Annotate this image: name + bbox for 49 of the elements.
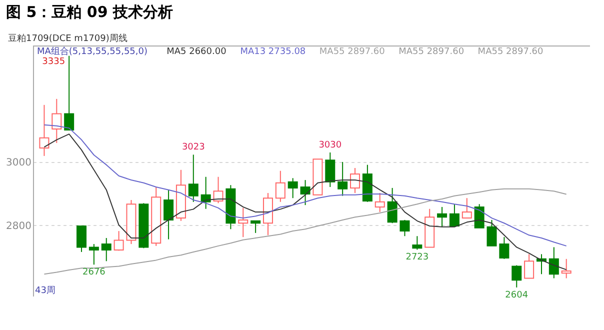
candlestick <box>374 192 385 213</box>
candlestick <box>300 180 310 206</box>
annotation: 3335 <box>42 56 66 67</box>
candlestick <box>449 204 460 228</box>
candlestick <box>548 246 559 279</box>
candlestick <box>387 187 398 224</box>
candlestick <box>275 170 286 202</box>
annotation: 2604 <box>505 290 528 300</box>
chart-subtitle: 豆粕1709(DCE m1709)周线 <box>8 33 128 44</box>
candlestick <box>338 161 348 196</box>
candlestick <box>39 104 50 156</box>
candlestick <box>499 236 510 260</box>
annotation: 2723 <box>406 252 429 263</box>
candlestick <box>486 219 497 246</box>
candlestick <box>164 189 174 240</box>
candlestick <box>437 206 448 228</box>
chart-title: 图 5：豆粕 09 技术分析 <box>6 3 173 21</box>
candlestick <box>238 207 248 238</box>
candlestick <box>412 236 422 250</box>
candlestick <box>88 244 99 266</box>
candlestick <box>325 152 336 188</box>
annotation: 2676 <box>82 268 106 278</box>
annotation: 3030 <box>318 140 342 150</box>
candlestick <box>64 55 74 130</box>
annotation: MA55 2897.60 <box>398 47 464 57</box>
candlestick <box>213 176 224 204</box>
y-tick-label: 2800 <box>6 220 32 232</box>
line-series <box>44 188 567 275</box>
annotation: 43周 <box>35 285 56 296</box>
candlestick <box>288 178 298 199</box>
candlestick <box>561 258 572 279</box>
candlestick <box>250 220 261 234</box>
annotation: MA55 2897.60 <box>478 47 544 57</box>
candlestick <box>188 154 198 202</box>
candlestick <box>512 264 522 288</box>
candlestick <box>101 238 112 262</box>
candlestick <box>76 225 87 252</box>
y-tick-label: 3000 <box>6 157 32 168</box>
text: MA13 2735.08 <box>240 47 306 57</box>
candlestick <box>524 254 534 279</box>
candlestick <box>462 198 472 219</box>
candlestick <box>400 219 410 237</box>
candlestick <box>52 98 62 144</box>
text: MA5 2660.00 <box>166 47 227 57</box>
candlestick <box>350 167 360 194</box>
candlestick <box>114 230 124 252</box>
annotation: MA组合(5,13,55,55,55,0) <box>37 46 148 57</box>
text: MA55 2897.60 <box>319 47 386 57</box>
annotation: 3023 <box>182 142 205 153</box>
